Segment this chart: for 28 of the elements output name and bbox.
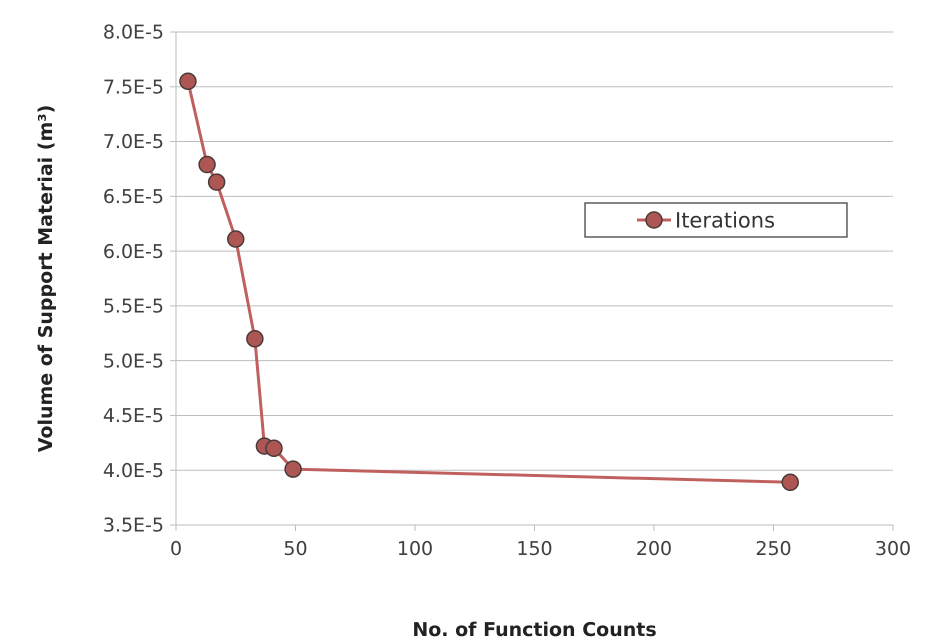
x-tick-label: 50 [283,538,308,560]
x-axis-title: No. of Function Counts [412,619,657,641]
y-tick-label: 5.5E-5 [102,296,164,318]
x-tick-label: 300 [874,538,912,560]
point [227,230,244,248]
y-tick-label: 7.0E-5 [102,131,164,154]
x-tick-label: 0 [170,538,182,560]
y-tick-label: 4.0E-5 [102,460,164,482]
x-tick-label: 250 [755,538,792,560]
point [246,330,264,348]
y-axis-title: Volume of Support Materiai (m³) [35,104,57,452]
y-tick-label: 8.0E-5 [102,22,164,44]
point [284,460,302,478]
y-tick-label: 4.5E-5 [102,405,164,428]
y-tick-label: 5.0E-5 [102,350,164,372]
x-tick-label: 150 [516,538,553,560]
y-tick-label: 6.0E-5 [102,240,164,263]
y-tick-label: 6.5E-5 [102,186,164,208]
point [198,156,216,174]
x-tick-label: 200 [636,538,672,560]
x-tick-label: 100 [396,538,434,560]
y-tick-label: 7.5E-5 [102,76,164,98]
legend-label: Iterations [675,208,776,232]
point [781,474,799,492]
point [179,72,197,90]
point [208,173,226,191]
point [265,440,283,458]
y-tick-label: 3.5E-5 [102,514,164,537]
